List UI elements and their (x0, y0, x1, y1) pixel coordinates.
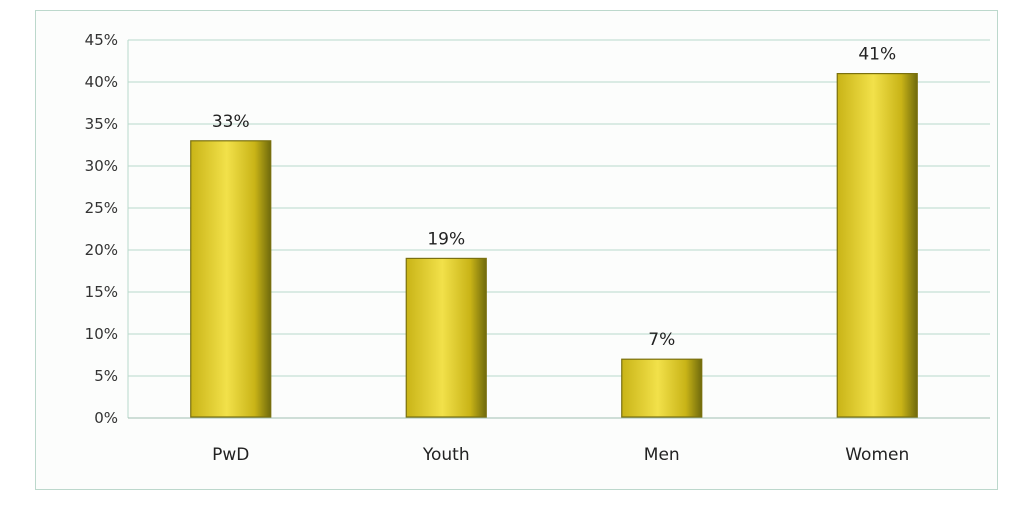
category-label-youth: Youth (422, 445, 470, 465)
y-tick-label: 25% (85, 199, 118, 217)
y-axis: 0% 5% 10% 15% 20% 25% 30% 35% 40% 45% (85, 31, 990, 427)
category-label-women: Women (845, 445, 909, 465)
data-label-youth: 19% (427, 229, 465, 249)
data-label-women: 41% (858, 45, 896, 65)
labels: 33% PwD 19% Youth 7% Men 41% Women (212, 45, 909, 465)
y-tick-label: 10% (85, 325, 118, 343)
bar-youth (405, 257, 487, 418)
category-label-men: Men (644, 445, 680, 465)
y-tick-label: 15% (85, 283, 118, 301)
bar-women (836, 72, 918, 418)
bars (190, 72, 918, 418)
y-tick-label: 30% (85, 157, 118, 175)
y-tick-label: 45% (85, 31, 118, 49)
bar-men (621, 358, 703, 418)
category-label-pwd: PwD (212, 445, 249, 465)
data-label-men: 7% (648, 330, 675, 350)
bar-pwd (190, 140, 272, 418)
y-tick-label: 40% (85, 73, 118, 91)
y-tick-label: 0% (94, 409, 118, 427)
data-label-pwd: 33% (212, 112, 250, 132)
y-tick-label: 35% (85, 115, 118, 133)
y-tick-label: 20% (85, 241, 118, 259)
y-tick-label: 5% (94, 367, 118, 385)
